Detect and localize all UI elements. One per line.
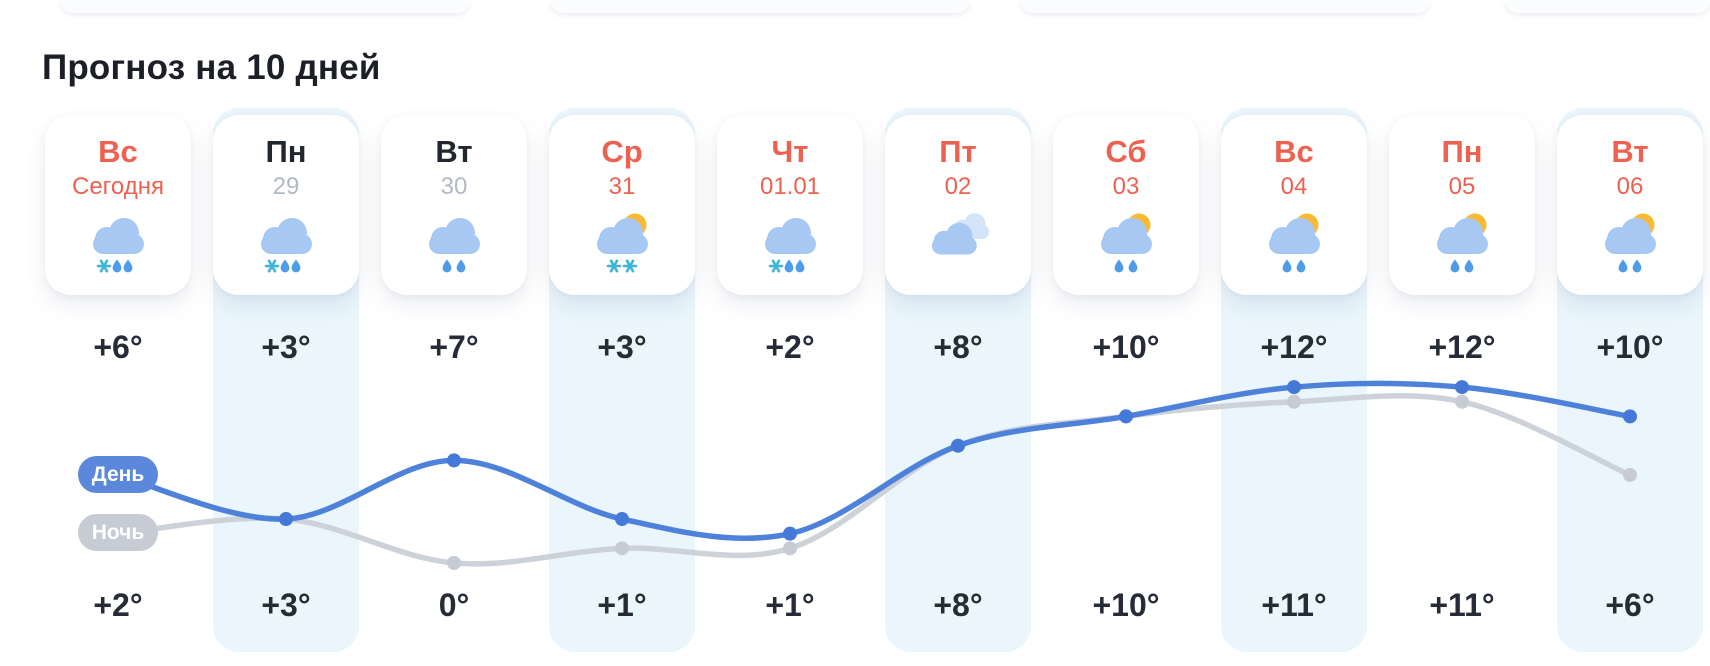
sun-cloud-rain-icon — [1437, 213, 1488, 273]
night-temp-point — [1119, 409, 1133, 424]
night-temp-label: +6° — [1605, 587, 1655, 623]
night-temp-label: +8° — [933, 587, 983, 623]
day-card[interactable]: Пт 02 — [885, 115, 1031, 295]
day-card[interactable]: Вт 06 — [1557, 115, 1703, 295]
day-name-label: Вт — [1611, 134, 1649, 169]
day-name-label: Вт — [435, 134, 473, 169]
day-date-label: 30 — [440, 173, 468, 200]
day-card[interactable]: Ср 31 — [549, 115, 695, 295]
day-temp-label: +8° — [933, 329, 983, 365]
day-card[interactable]: Пн 05 — [1389, 115, 1535, 295]
day-date-label: 31 — [608, 173, 636, 200]
night-temp-point — [447, 556, 461, 570]
night-temp-point — [783, 541, 797, 556]
cloud-snow-rain-icon — [261, 218, 312, 273]
day-card[interactable]: Сб 03 — [1053, 115, 1199, 295]
day-temp-label: +7° — [429, 329, 479, 365]
day-card[interactable]: Вт 30 — [381, 115, 527, 295]
day-name-label: Пн — [265, 134, 307, 169]
night-temp-label: +1° — [765, 587, 815, 623]
night-temp-label: +2° — [93, 587, 143, 623]
sun-cloud-rain-icon — [1101, 213, 1152, 273]
legend-night-pill: Ночь — [78, 514, 158, 551]
day-temp-label: +3° — [597, 329, 647, 365]
partial-card-top — [60, 0, 470, 13]
page-title: Прогноз на 10 дней — [42, 48, 381, 87]
day-name-label: Пн — [1441, 134, 1483, 169]
day-name-label: Пт — [939, 134, 977, 169]
day-date-label: 06 — [1616, 173, 1644, 200]
day-temp-label: +12° — [1428, 329, 1496, 365]
sun-cloud-snow-icon — [597, 213, 648, 273]
cloudy-icon — [931, 213, 990, 255]
partial-card-top — [1505, 0, 1710, 13]
day-date-label: 29 — [272, 173, 300, 200]
legend-day-pill: День — [78, 456, 158, 493]
day-date-label: 04 — [1280, 173, 1308, 200]
day-date-label: 01.01 — [759, 173, 821, 200]
day-card[interactable]: Вс 04 — [1221, 115, 1367, 295]
day-temp-point — [1119, 409, 1133, 424]
night-temp-label: +1° — [597, 587, 647, 623]
night-temp-label: +11° — [1261, 587, 1327, 623]
day-temp-point — [1455, 380, 1469, 395]
night-temp-label: +10° — [1092, 587, 1160, 623]
day-temp-label: +2° — [765, 329, 815, 365]
day-name-label: Ср — [601, 134, 643, 169]
day-temp-label: +6° — [93, 329, 143, 365]
day-name-label: Вс — [98, 134, 138, 169]
day-temp-label: +10° — [1092, 329, 1160, 365]
night-temp-point — [1455, 394, 1469, 409]
day-date-label: 03 — [1112, 173, 1140, 200]
day-name-label: Вс — [1274, 134, 1314, 169]
partial-card-top — [550, 0, 970, 13]
day-date-label: 02 — [944, 173, 972, 200]
day-name-label: Сб — [1105, 134, 1147, 169]
partial-card-top — [1020, 0, 1430, 13]
cloud-rain-icon — [429, 218, 480, 273]
sun-cloud-rain-icon — [1269, 213, 1320, 273]
night-temp-label: +11° — [1429, 587, 1495, 623]
night-temp-label: +3° — [261, 587, 311, 623]
day-card[interactable]: Пн 29 — [213, 115, 359, 295]
cloud-snow-rain-icon — [765, 218, 816, 273]
day-temp-label: +10° — [1596, 329, 1664, 365]
sun-cloud-rain-icon — [1605, 213, 1656, 273]
day-name-label: Чт — [771, 134, 809, 169]
day-date-label: 05 — [1448, 173, 1476, 200]
night-temp-label: 0° — [438, 587, 470, 623]
cloud-snow-rain-icon — [93, 218, 144, 273]
day-temp-point — [447, 453, 461, 468]
day-temp-point — [783, 526, 797, 541]
day-card[interactable]: Вс Сегодня — [45, 115, 191, 295]
day-card[interactable]: Чт 01.01 — [717, 115, 863, 295]
day-date-label: Сегодня — [72, 173, 164, 200]
day-temp-label: +3° — [261, 329, 311, 365]
day-temp-label: +12° — [1260, 329, 1328, 365]
